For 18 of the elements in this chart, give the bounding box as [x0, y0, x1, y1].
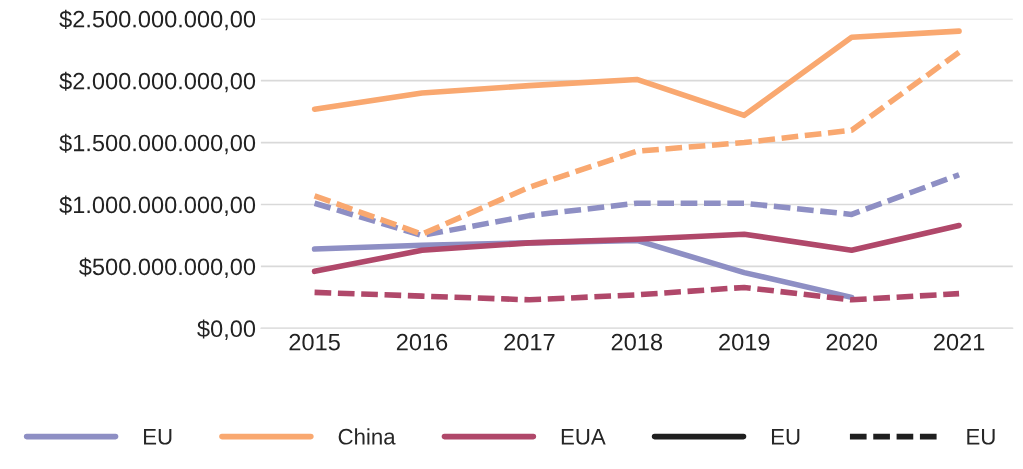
legend-label: EU: [967, 429, 995, 445]
x-tick-label: 2016: [396, 333, 448, 351]
x-tick-label: 2018: [611, 333, 663, 351]
legend-label: EUA: [561, 429, 606, 445]
x-tick-label: 2020: [826, 333, 877, 351]
y-tick-label: $1.500.000.000,00: [59, 133, 256, 155]
y-tick-label: $1.000.000.000,00: [59, 195, 256, 217]
legend-label: EU: [144, 429, 172, 445]
y-tick-label: $2.500.000.000,00: [59, 9, 256, 31]
legend-label: EU: [771, 429, 800, 445]
x-tick-label: 2017: [504, 333, 555, 351]
y-tick-label: $2.000.000.000,00: [59, 71, 256, 93]
legend-label: China: [338, 428, 396, 445]
x-tick-label: 2021: [933, 333, 985, 351]
y-tick-label: $0,00: [197, 319, 256, 340]
x-tick-label: 2015: [289, 333, 340, 351]
y-tick-label: $500.000.000,00: [79, 257, 256, 278]
x-tick-label: 2019: [719, 333, 770, 351]
